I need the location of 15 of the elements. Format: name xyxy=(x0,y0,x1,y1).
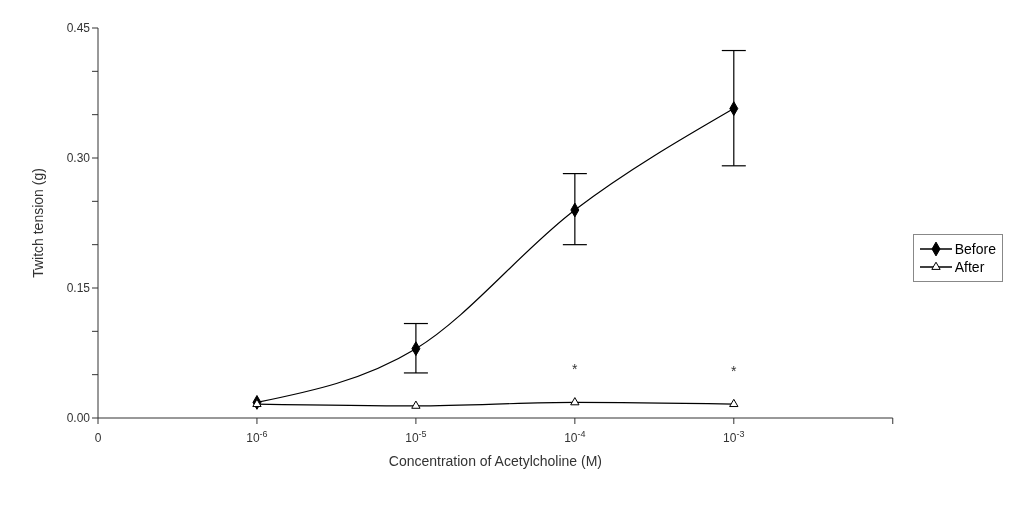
x-tick-label: 10$^{-6}$ xyxy=(246,429,268,445)
y-tick-label: 0.45 xyxy=(66,21,91,36)
x-tick-label: 0 xyxy=(94,431,102,445)
x-tick-label: 10$^{-5}$ xyxy=(405,429,427,445)
annotation: * xyxy=(572,361,579,378)
legend-label: After xyxy=(954,259,985,275)
y-tick-label: 0.30 xyxy=(66,151,91,166)
x-axis-title: Concentration of Acetylcholine (M) xyxy=(388,453,602,469)
annotation: * xyxy=(731,363,738,380)
y-tick-label: 0.00 xyxy=(66,411,91,426)
x-tick-label: 10$^{-3}$ xyxy=(723,429,745,445)
legend-label: Before xyxy=(954,241,996,257)
y-axis-title: Twitch tension (g) xyxy=(29,168,46,278)
y-tick-label: 0.15 xyxy=(66,281,91,296)
x-tick-label: 10$^{-4}$ xyxy=(564,429,586,445)
